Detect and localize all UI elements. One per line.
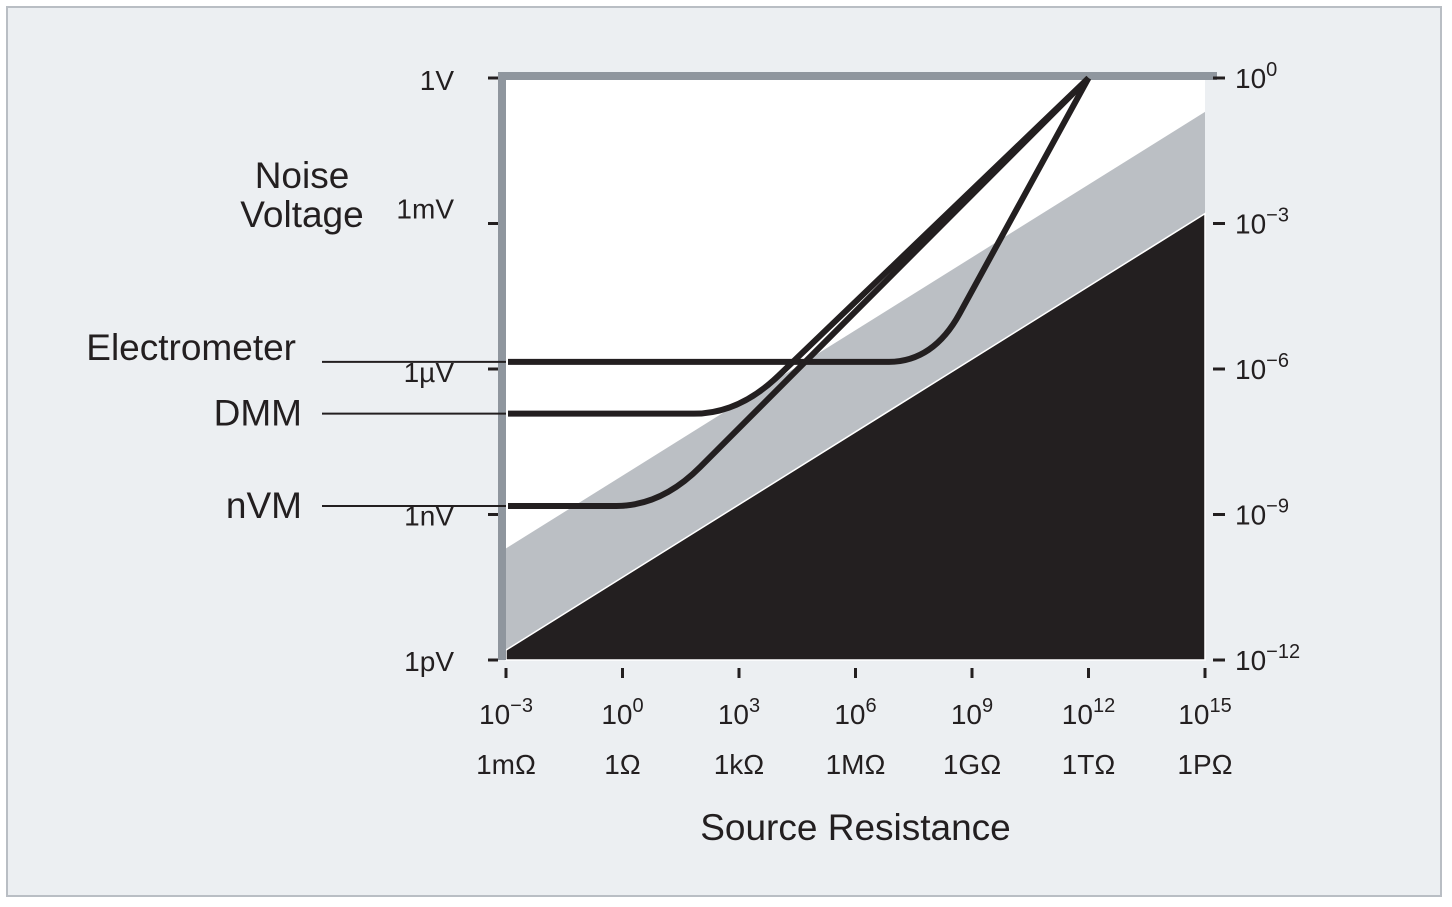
left-tick-label-0: 1V bbox=[420, 65, 455, 96]
bottom-unit-label-0: 1mΩ bbox=[476, 749, 536, 780]
bottom-tick-label-5: 1012 bbox=[1062, 695, 1115, 730]
bottom-tick-label-1: 100 bbox=[601, 695, 643, 730]
series-line-electrometer bbox=[508, 76, 1092, 365]
bottom-unit-label-4: 1GΩ bbox=[943, 749, 1001, 780]
bottom-tick-label-4: 109 bbox=[951, 695, 993, 730]
bottom-unit-label-3: 1MΩ bbox=[826, 749, 886, 780]
left-axis-bar bbox=[498, 72, 506, 660]
bottom-unit-label-1: 1Ω bbox=[604, 749, 641, 780]
series-labels: Electrometer DMM nVM bbox=[86, 327, 302, 526]
y-axis-label-line-2: Voltage bbox=[240, 194, 363, 235]
series-label-dmm: DMM bbox=[214, 393, 302, 434]
series-label-electrometer: Electrometer bbox=[86, 327, 296, 368]
right-tick-label-4: 10−12 bbox=[1235, 641, 1300, 676]
bottom-unit-label-5: 1TΩ bbox=[1062, 749, 1116, 780]
bottom-tick-label-2: 103 bbox=[718, 695, 760, 730]
series-lines bbox=[322, 75, 1092, 509]
left-tick-label-4: 1pV bbox=[404, 646, 454, 677]
bottom-unit-label-6: 1PΩ bbox=[1177, 749, 1232, 780]
top-axis-bar bbox=[498, 72, 1217, 80]
bottom-unit-label-2: 1kΩ bbox=[714, 749, 765, 780]
gray-band-region bbox=[506, 111, 1205, 651]
right-axis-ticks: 100 10−3 10−6 10−9 10−12 bbox=[1213, 59, 1300, 676]
x-axis-label: Source Resistance bbox=[700, 807, 1011, 848]
right-tick-label-3: 10−9 bbox=[1235, 496, 1289, 531]
series-line-nvm bbox=[508, 75, 1091, 509]
bottom-tick-label-3: 106 bbox=[834, 695, 876, 730]
series-label-nvm: nVM bbox=[226, 485, 302, 526]
y-axis-label-line-1: Noise bbox=[255, 155, 350, 196]
right-tick-label-2: 10−6 bbox=[1235, 350, 1289, 385]
bottom-tick-label-0: 10−3 bbox=[479, 695, 533, 730]
bottom-tick-label-6: 1015 bbox=[1178, 695, 1231, 730]
bottom-axis-ticks: 10−3 1mΩ 100 1Ω 103 1kΩ 106 1MΩ 109 1GΩ 1012 1TΩ 101… bbox=[476, 668, 1233, 780]
left-tick-label-1: 1mV bbox=[396, 194, 454, 225]
right-tick-label-0: 100 bbox=[1235, 59, 1277, 94]
right-tick-label-1: 10−3 bbox=[1235, 205, 1289, 240]
series-line-dmm bbox=[508, 75, 1091, 417]
